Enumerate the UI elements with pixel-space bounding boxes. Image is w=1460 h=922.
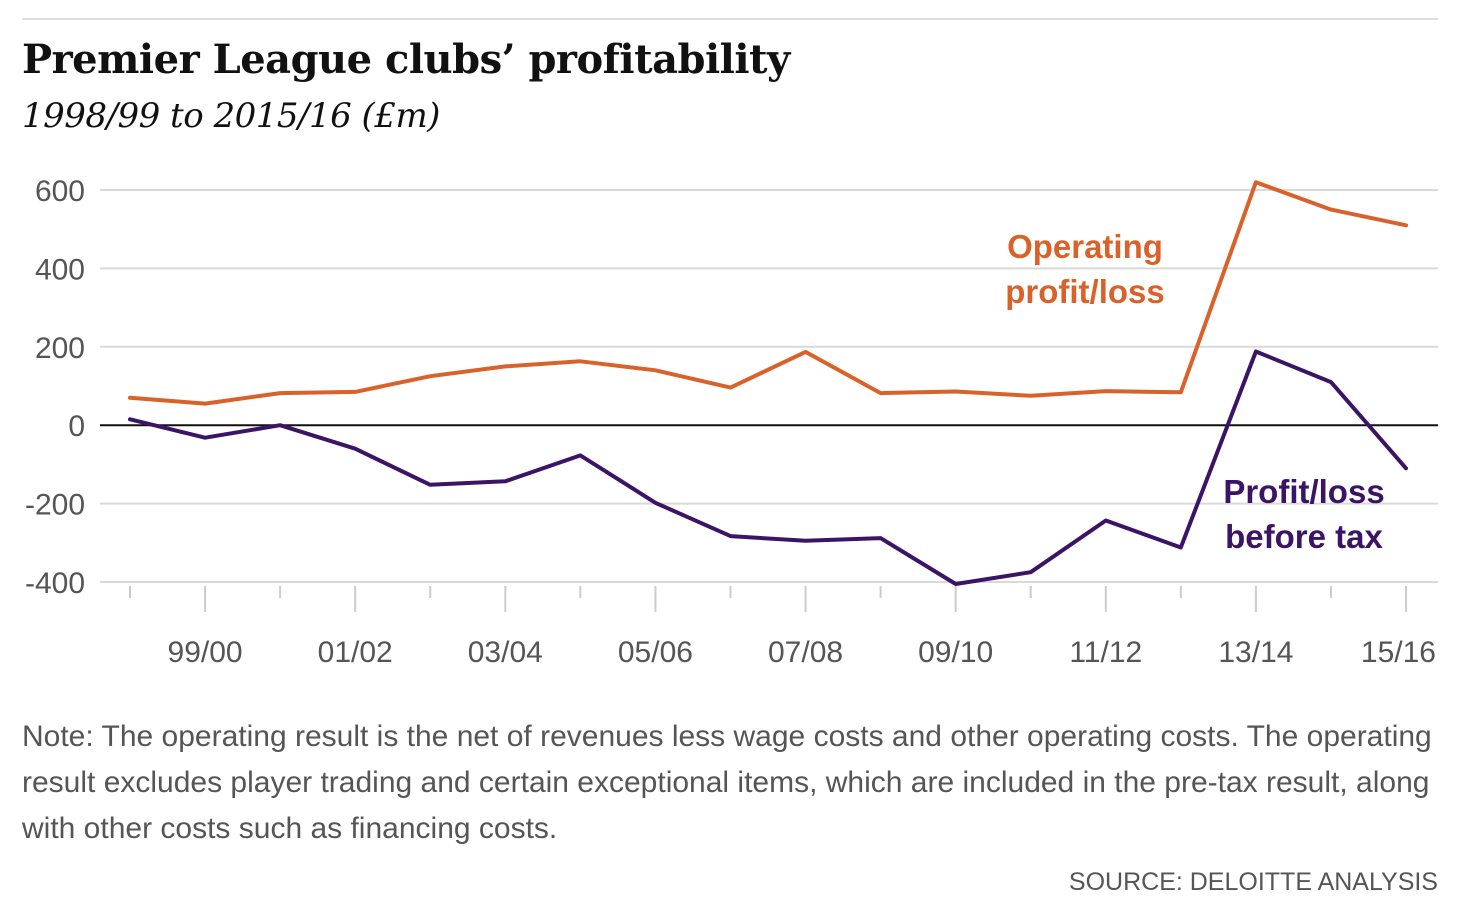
x-tick-label: 09/10 (918, 636, 993, 669)
y-tick-label: 400 (35, 253, 85, 286)
top-rule (22, 18, 1438, 20)
operating-profit-line (128, 180, 1408, 406)
profit-before-tax-line (128, 349, 1408, 586)
y-tick-label: -400 (25, 567, 85, 600)
x-axis: 99/00 01/02 03/04 05/06 07/08 09/10 11/12 13/14… (129, 586, 1436, 669)
y-tick-label: 0 (68, 410, 85, 443)
series-labels: Operating profit/loss Profit/loss before ta… (1005, 228, 1384, 555)
y-axis: 600 400 200 0 -200 -400 (25, 175, 85, 600)
pretax-label-line2: before tax (1225, 518, 1383, 555)
x-tick-label: 15/16 (1361, 636, 1436, 669)
chart-title: Premier League clubs’ profitability (22, 36, 790, 83)
y-tick-label: -200 (25, 489, 85, 522)
x-tick-label: 11/12 (1069, 636, 1142, 669)
series-lines (128, 180, 1408, 586)
operating-label-line1: Operating (1007, 228, 1163, 265)
x-tick-label: 99/00 (168, 636, 243, 669)
x-tick-label: 01/02 (318, 636, 393, 669)
y-tick-label: 200 (35, 332, 85, 365)
pretax-label-line1: Profit/loss (1223, 473, 1384, 510)
x-tick-label: 03/04 (468, 636, 543, 669)
gridlines (100, 189, 1438, 583)
x-tick-label: 13/14 (1218, 636, 1293, 669)
y-tick-label: 600 (35, 175, 85, 208)
operating-label-line2: profit/loss (1005, 273, 1165, 310)
x-tick-label: 07/08 (768, 636, 843, 669)
chart-subtitle: 1998/99 to 2015/16 (£m) (22, 96, 440, 136)
chart-source: SOURCE: DELOITTE ANALYSIS (1068, 868, 1438, 896)
x-tick-label: 05/06 (618, 636, 693, 669)
chart-note: Note: The operating result is the net of… (22, 720, 1432, 845)
